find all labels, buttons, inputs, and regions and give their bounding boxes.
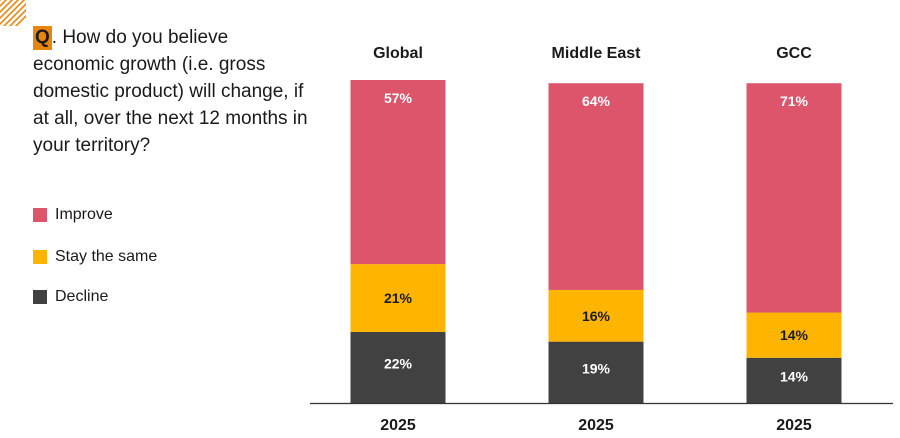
data-label-stay-the-same-global: 21% (384, 290, 413, 306)
legend-label-decline: Decline (55, 288, 109, 305)
bar-segment-improve-middle-east (548, 83, 644, 290)
x-axis-label-global: 2025 (380, 417, 416, 434)
category-label-global: Global (373, 45, 423, 62)
bar-segment-improve-global (350, 80, 446, 265)
data-label-improve-gcc: 71% (780, 93, 809, 109)
data-label-improve-middle-east: 64% (582, 93, 611, 109)
x-axis-label-middle-east: 2025 (578, 417, 614, 434)
legend-label-improve: Improve (55, 206, 113, 223)
bar-segment-stay-the-same-gcc (746, 312, 842, 358)
category-label-middle-east: Middle East (552, 45, 642, 62)
bar-segment-decline-gcc (746, 357, 842, 403)
legend-label-stay-the-same: Stay the same (55, 248, 158, 265)
data-label-decline-global: 22% (384, 355, 413, 371)
bar-segment-stay-the-same-middle-east (548, 289, 644, 342)
data-label-decline-middle-east: 19% (582, 360, 611, 376)
question-text: Q. How do you believe economic growth (i… (33, 24, 313, 159)
question-marker: Q (33, 26, 52, 50)
bar-segment-decline-global (350, 331, 446, 403)
bar-segment-improve-gcc (746, 83, 842, 313)
corner-stripe-pattern (0, 0, 26, 26)
bar-segment-decline-middle-east (548, 341, 644, 403)
data-label-improve-global: 57% (384, 90, 413, 106)
category-label-gcc: GCC (776, 45, 812, 62)
data-label-stay-the-same-gcc: 14% (780, 327, 809, 343)
legend-swatch-decline (33, 290, 47, 304)
legend-swatch-stay-the-same (33, 250, 47, 264)
x-axis-label-gcc: 2025 (776, 417, 812, 434)
legend-swatch-improve (33, 208, 47, 222)
data-label-stay-the-same-middle-east: 16% (582, 308, 611, 324)
bar-segment-stay-the-same-global (350, 264, 446, 332)
data-label-decline-gcc: 14% (780, 368, 809, 384)
question-body: . How do you believe economic growth (i.… (33, 27, 308, 156)
